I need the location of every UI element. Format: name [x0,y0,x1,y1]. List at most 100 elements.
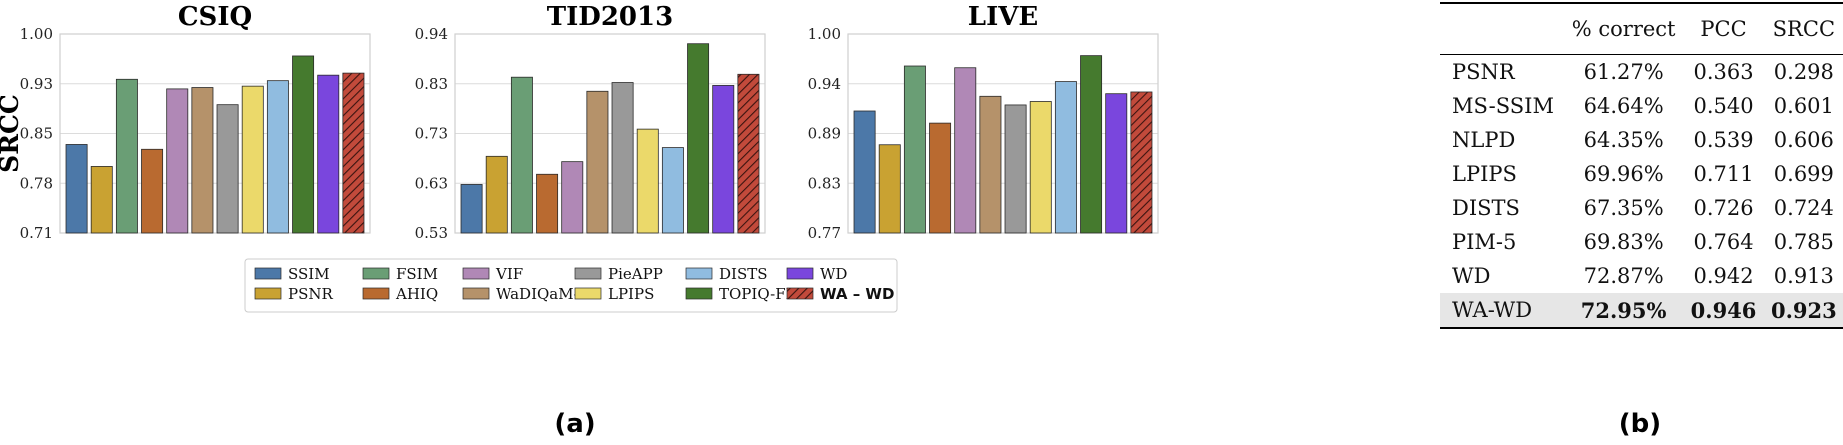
bar-wadiqam-fr [191,87,214,234]
y-tick-label: 0.78 [20,174,53,192]
bar-psnr [485,155,508,234]
row-method: LPIPS [1452,162,1517,186]
legend-swatch [254,287,282,300]
bar-ahiq [536,173,559,234]
bar-pieapp [611,82,634,234]
row-srcc: 0.298 [1773,60,1834,84]
bar-fsim [510,76,533,234]
bar-wd [1105,93,1128,234]
row-method: WD [1452,264,1491,288]
row-srcc: 0.601 [1773,94,1834,118]
legend-swatch [574,267,602,280]
y-tick-label: 1.00 [20,25,53,43]
panel-csiq: 0.71 0.78 0.85 0.93 1.00 CSIQ SRCC [0,2,371,242]
y-tick-label: 0.77 [808,224,841,242]
bar-ahiq [141,148,164,234]
panel-live: 0.77 0.83 0.89 0.94 1.00 LIVE [808,2,1159,242]
legend-label: WA – WD [820,285,894,303]
y-tick-label: 0.53 [415,224,448,242]
bar-wadiqam-fr [979,95,1002,234]
row-method: PIM-5 [1452,230,1517,254]
legend-swatch [462,287,490,300]
row-srcc: 0.606 [1773,128,1834,152]
bar-vif [954,67,977,234]
legend-label: VIF [495,265,523,283]
y-tick-label: 0.85 [20,125,53,143]
row-pcc: 0.946 [1690,297,1757,323]
row-method: WA-WD [1452,298,1533,322]
row-correct: 67.35% [1583,196,1664,220]
bar-wd [712,85,735,234]
legend-swatch [574,287,602,300]
table-row-highlighted: WA-WD 72.95% 0.946 0.923 [1440,293,1843,328]
row-pcc: 0.540 [1693,94,1754,118]
row-srcc: 0.923 [1770,297,1837,323]
bar-topiq-fr [1080,55,1103,234]
y-tick-label: 0.83 [415,75,448,93]
bar-topiq-fr [687,43,710,234]
row-pcc: 0.711 [1693,162,1754,186]
legend: SSIMPSNRFSIMAHIQVIFWaDIQaM-FRPieAPPLPIPS… [244,258,898,313]
table-header-pcc: PCC [1700,17,1747,41]
row-correct: 69.83% [1583,230,1664,254]
bar-topiq-fr [292,55,315,234]
bar-ssim [853,110,876,234]
bar-ahiq [929,122,952,234]
bar-vif [166,88,189,234]
y-tick-label: 0.89 [808,125,841,143]
legend-label: PSNR [288,285,333,303]
y-tick-label: 0.63 [415,174,448,192]
legend-swatch [362,267,390,280]
row-pcc: 0.942 [1693,264,1754,288]
legend-label: SSIM [288,265,330,283]
y-tick-label: 0.83 [808,174,841,192]
bar-lpips [636,128,659,234]
row-pcc: 0.363 [1693,60,1754,84]
y-tick-label: 0.71 [20,224,53,242]
row-pcc: 0.764 [1693,230,1754,254]
chart-title: CSIQ [178,2,252,32]
row-srcc: 0.785 [1773,230,1834,254]
y-tick-label: 0.94 [415,25,448,43]
row-method: PSNR [1452,60,1515,84]
bar-vif [561,161,584,234]
row-correct: 64.35% [1583,128,1664,152]
bar-wadiqam-fr [586,90,609,234]
legend-swatch [685,267,713,280]
plot-frame [59,33,371,234]
legend-swatch [685,287,713,300]
bar-pieapp [1004,104,1027,234]
table-row: LPIPS 69.96% 0.711 0.699 [1440,157,1843,191]
chart-title: TID2013 [547,2,673,32]
plot-frame [454,33,766,234]
y-tick-label: 1.00 [808,25,841,43]
legend-label: AHIQ [395,285,438,303]
panel-tid2013: 0.53 0.63 0.73 0.83 0.94 TID2013 [415,2,766,242]
legend-frame [244,258,898,313]
legend-swatch [786,267,814,280]
bar-psnr [90,166,113,234]
bar-pieapp [216,104,239,234]
row-srcc: 0.913 [1773,264,1834,288]
results-table: % correct PCC SRCC PSNR 61.27% 0.363 0.2… [1440,2,1843,329]
bar-lpips [241,85,264,234]
legend-label: WD [820,265,847,283]
table-row: PIM-5 69.83% 0.764 0.785 [1440,225,1843,259]
row-pcc: 0.539 [1693,128,1754,152]
table-header-srcc: SRCC [1772,17,1836,41]
row-pcc: 0.726 [1693,196,1754,220]
bar-dists [1054,81,1077,234]
table-row: DISTS 67.35% 0.726 0.724 [1440,191,1843,225]
table-row: NLPD 64.35% 0.539 0.606 [1440,123,1843,157]
row-correct: 72.95% [1580,297,1667,323]
bar-fsim [115,78,138,234]
bar-dists [661,147,684,234]
bar-wa-wd [1130,91,1153,234]
bar-lpips [1029,101,1052,234]
bar-ssim [460,184,483,234]
legend-label: LPIPS [608,285,654,303]
legend-label: PieAPP [608,265,663,283]
row-method: DISTS [1452,196,1520,220]
table-header-correct: % correct [1571,17,1676,41]
row-correct: 72.87% [1583,264,1664,288]
